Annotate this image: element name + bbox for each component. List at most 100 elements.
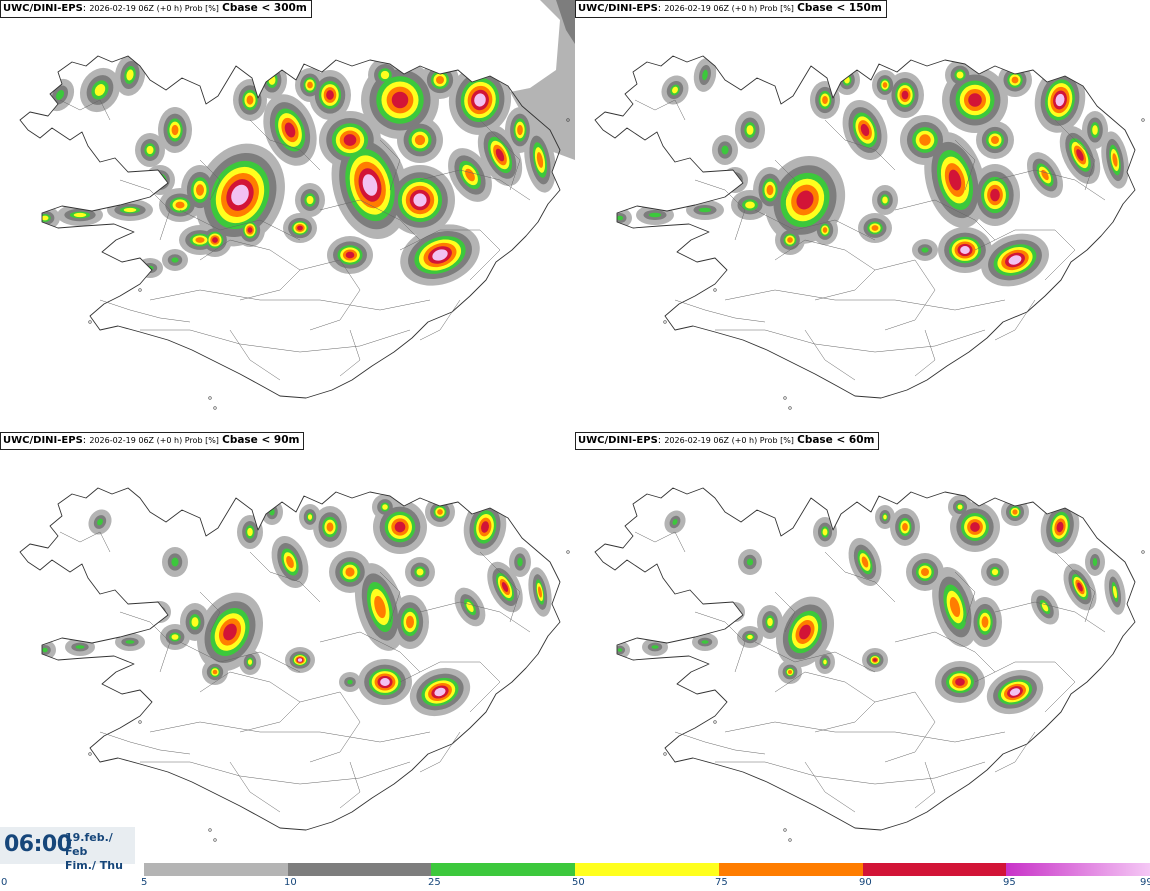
probability-contour <box>171 557 179 567</box>
probability-contour <box>822 227 828 233</box>
colorbar-tick-label: 25 <box>428 877 441 888</box>
probability-contour <box>495 148 505 162</box>
islet <box>213 406 217 410</box>
islet <box>663 752 667 756</box>
probability-field <box>610 495 1126 715</box>
probability-contour <box>126 69 134 81</box>
probability-contour <box>345 567 355 577</box>
probability-contour <box>406 615 414 629</box>
probability-contour <box>391 91 409 109</box>
probability-contour <box>796 190 814 210</box>
inland-boundary <box>479 551 521 623</box>
probability-contour <box>957 504 963 510</box>
probability-contour <box>195 237 205 243</box>
iceland-map <box>594 487 1145 842</box>
probability-contour <box>307 81 313 89</box>
probability-contour <box>145 165 175 195</box>
probability-contour <box>97 172 123 198</box>
inland-boundary <box>399 229 501 281</box>
probability-contour <box>246 95 254 105</box>
panel-title: UWC/DINI-EPS: 2026-02-19 06Z (+0 h) Prob… <box>575 0 887 18</box>
inland-boundary <box>754 641 876 673</box>
probability-contour <box>307 514 313 520</box>
colorbar-segment <box>862 863 1007 876</box>
probability-field <box>30 56 556 286</box>
probability-contour <box>382 504 388 510</box>
probability-contour <box>345 251 355 259</box>
probability-contour <box>347 679 353 685</box>
inland-boundary <box>319 631 421 673</box>
probability-contour <box>212 669 218 675</box>
probability-contour <box>1092 125 1098 135</box>
probability-contour <box>732 609 738 615</box>
inland-boundary <box>179 641 301 673</box>
forecast-meta: 2026-02-19 06Z (+0 h) Prob [%] <box>89 436 219 445</box>
inland-boundary <box>994 731 1036 773</box>
probability-contour <box>981 616 989 628</box>
inland-boundary <box>804 761 856 813</box>
probability-contour <box>746 125 754 135</box>
probability-contour <box>1112 585 1118 599</box>
forecast-meta: 2026-02-19 06Z (+0 h) Prob [%] <box>89 4 219 13</box>
probability-contour <box>745 201 755 209</box>
probability-contour <box>919 134 931 146</box>
probability-contour-core <box>434 687 446 697</box>
map-panel-90m: UWC/DINI-EPS: 2026-02-19 06Z (+0 h) Prob… <box>0 432 575 864</box>
islet <box>783 828 787 832</box>
inland-boundary <box>1054 551 1096 623</box>
map-panel-60m: UWC/DINI-EPS: 2026-02-19 06Z (+0 h) Prob… <box>575 432 1150 864</box>
colorbar-segment <box>575 863 719 876</box>
inland-boundary <box>199 159 221 201</box>
inland-boundary <box>694 611 746 673</box>
inland-boundary <box>634 531 686 553</box>
inland-boundary <box>715 329 986 353</box>
inland-boundary <box>119 179 171 241</box>
colorbar-segment <box>287 863 432 876</box>
inland-boundary <box>299 259 361 331</box>
inland-boundary <box>954 139 976 191</box>
probability-contour <box>882 82 888 88</box>
probability-contour <box>247 527 253 537</box>
probability-contour <box>466 601 474 613</box>
inland-boundary <box>754 209 876 241</box>
inland-boundary <box>914 329 936 377</box>
probability-contour <box>247 227 253 233</box>
probability-contour-core <box>960 246 970 254</box>
iceland-map <box>19 487 570 842</box>
colorbar-tick-label: 99 <box>1140 877 1150 888</box>
inland-boundary <box>419 169 531 201</box>
iceland-coastline <box>594 55 1136 399</box>
probability-contour <box>701 640 709 644</box>
inland-boundary <box>715 761 986 785</box>
probability-colorbar <box>144 863 1150 876</box>
inland-boundary <box>119 611 171 673</box>
inland-boundary <box>674 299 766 323</box>
colorbar-segment <box>718 863 863 876</box>
probability-contour <box>437 509 443 515</box>
probability-contour <box>949 596 961 618</box>
probability-contour <box>146 145 154 155</box>
probability-contour <box>672 519 678 525</box>
probability-contour-core <box>474 93 486 107</box>
probability-contour <box>882 196 888 204</box>
iceland-coastline <box>594 487 1136 831</box>
iceland-coastline <box>19 487 561 831</box>
inland-boundary <box>774 591 796 633</box>
probability-contour <box>823 659 827 665</box>
probability-contour <box>306 195 314 205</box>
valid-time-box: 06:00 19.feb./ Feb Fim./ Thu <box>0 827 135 872</box>
probability-contour <box>125 640 135 644</box>
probability-contour <box>970 522 980 532</box>
probability-contour <box>822 528 828 536</box>
inland-boundary <box>419 731 461 773</box>
inland-boundary <box>99 731 191 755</box>
probability-contour <box>326 90 334 100</box>
probability-contour <box>702 69 708 81</box>
inland-boundary <box>379 571 401 623</box>
inland-boundary <box>199 591 221 633</box>
probability-contour <box>247 659 253 665</box>
probability-contour <box>871 225 879 231</box>
colorbar-tick-label: 50 <box>572 877 585 888</box>
probability-contour-core <box>231 184 249 206</box>
inland-boundary <box>974 661 1076 713</box>
